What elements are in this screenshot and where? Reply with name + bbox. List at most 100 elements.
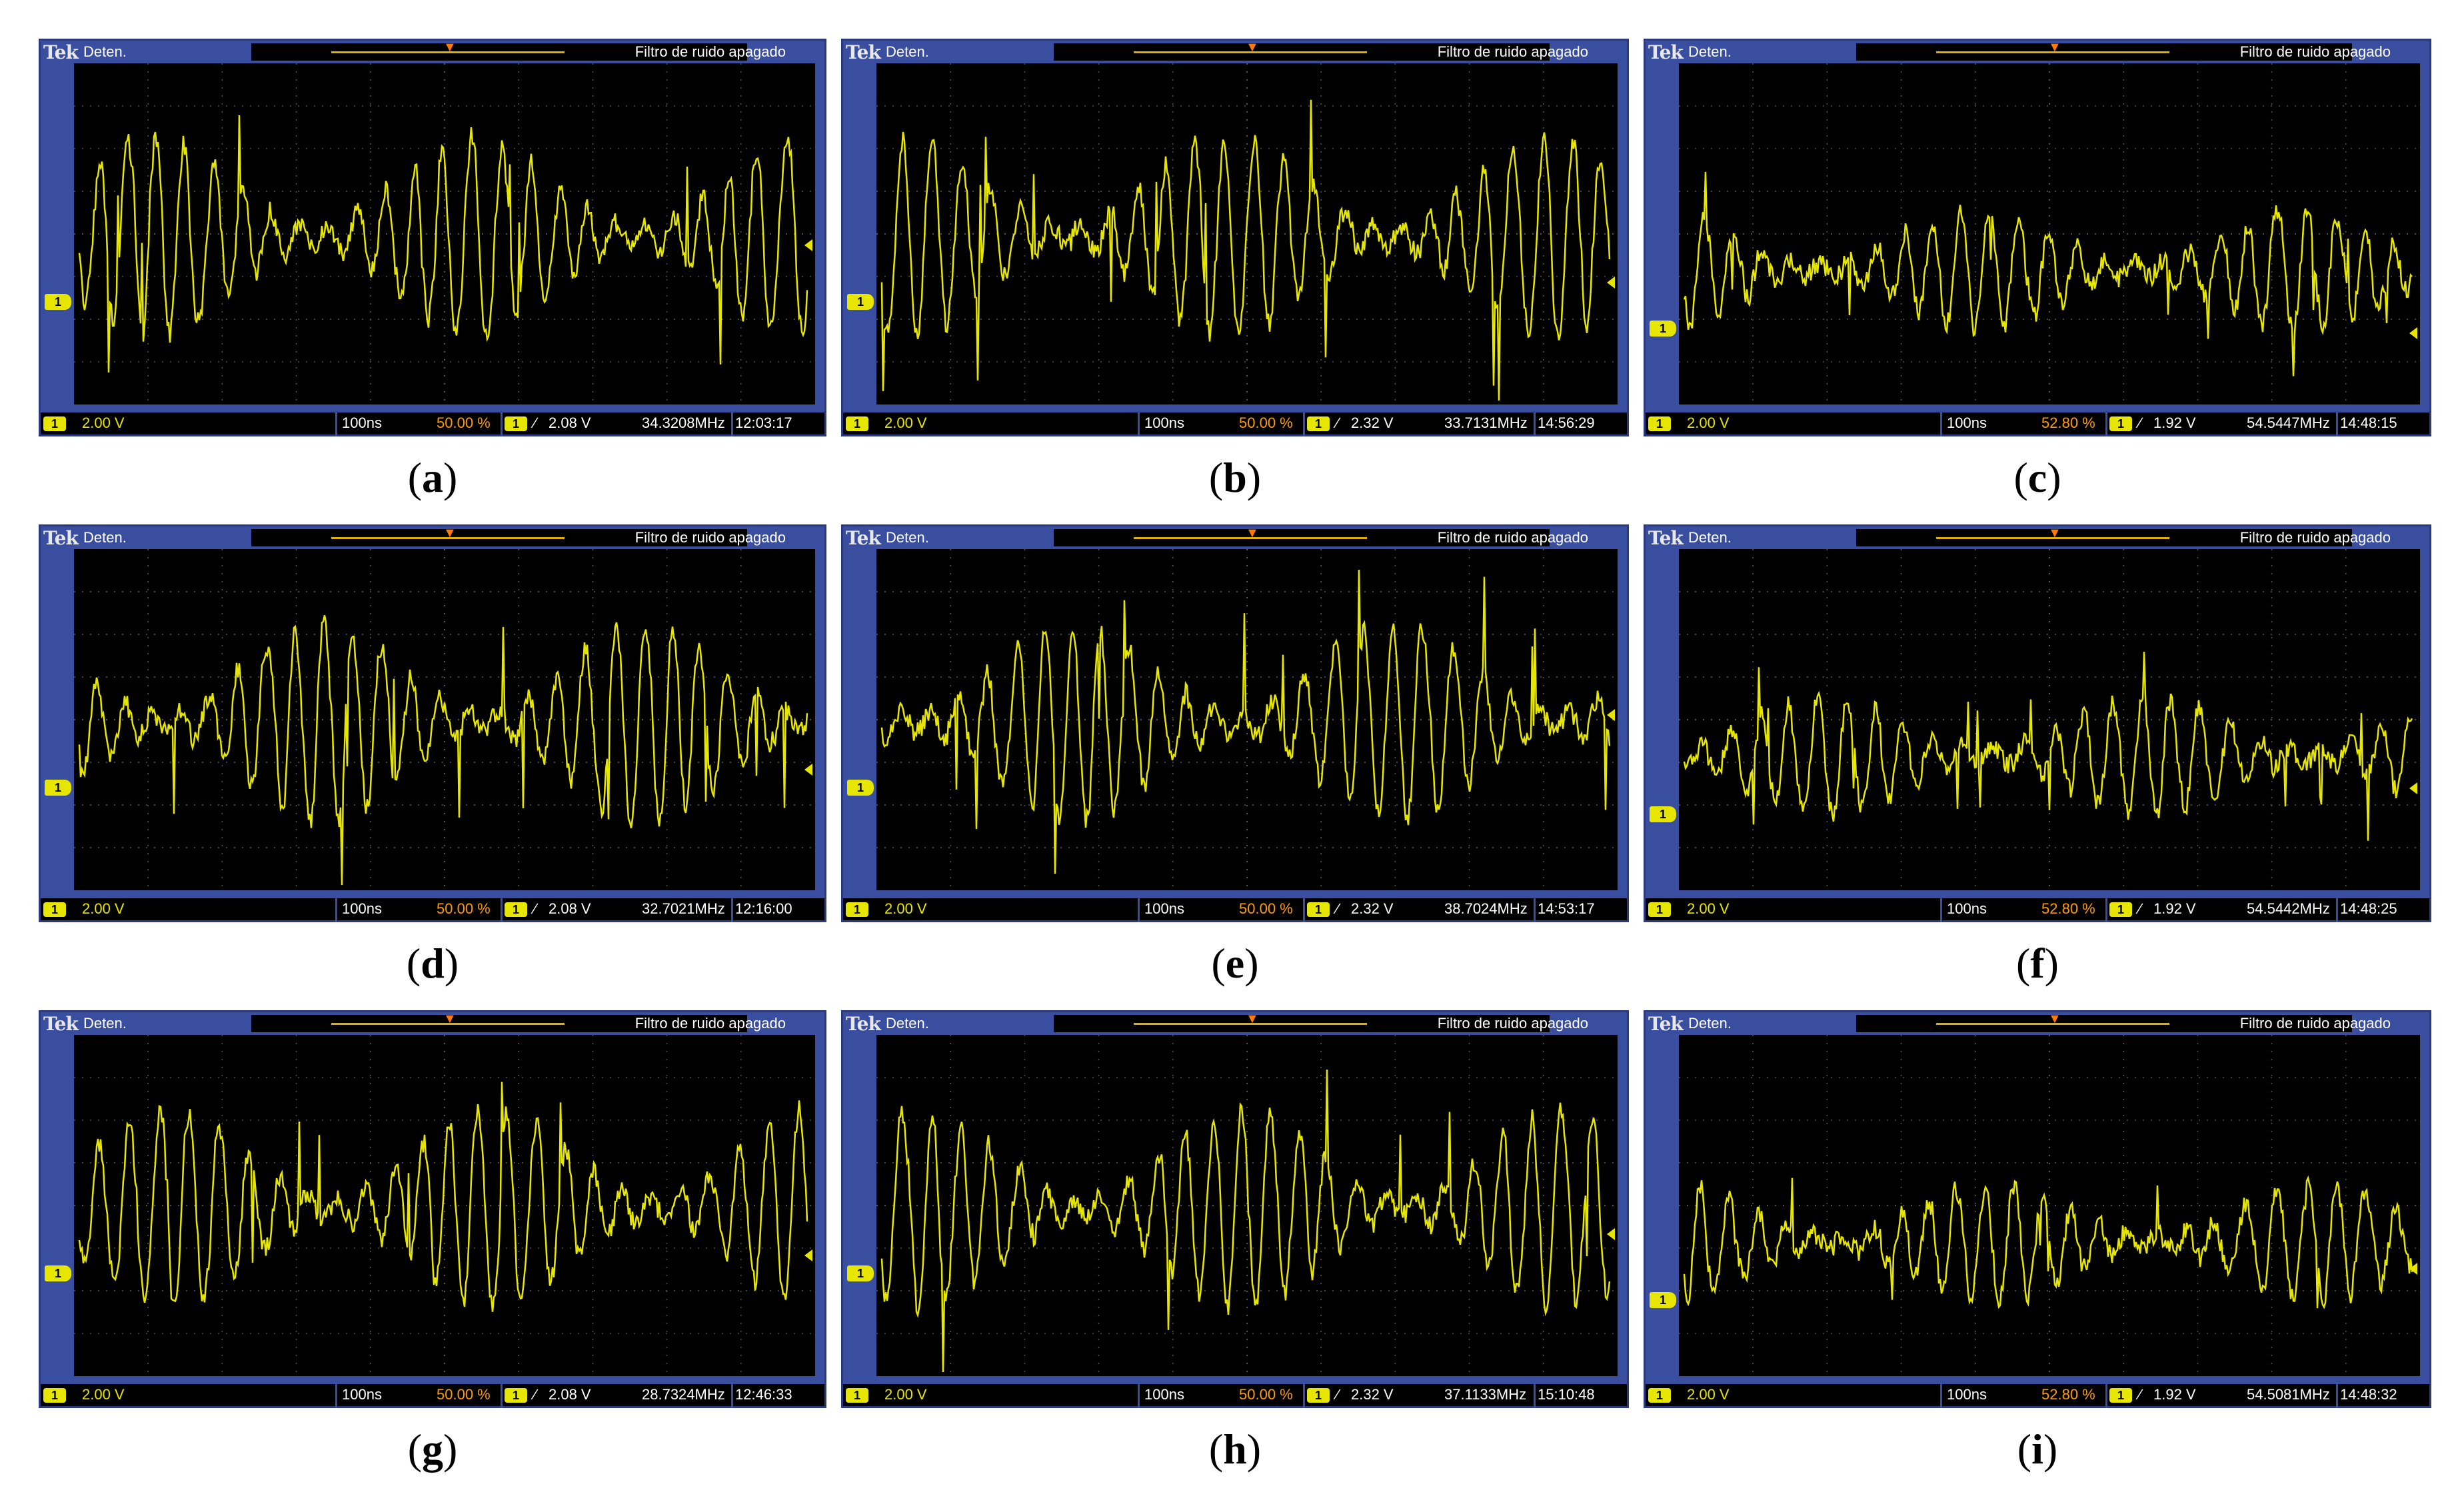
frequency-readout: 38.7024MHz xyxy=(1444,900,1528,917)
trigger-position-icon: ▼ xyxy=(443,40,457,55)
caption-c: (c) xyxy=(2013,454,2061,501)
waveform-display[interactable] xyxy=(1679,1035,2420,1376)
trigger-position-icon: ▼ xyxy=(2048,526,2061,540)
trigger-channel-badge: 1 xyxy=(1307,416,1330,431)
status-bar: Tek Deten. ▼ Filtro de ruido apagado xyxy=(41,41,824,63)
timebase: 100ns xyxy=(1947,900,1987,917)
trigger-position: 50.00 % xyxy=(1239,414,1293,431)
clock-time: 15:10:48 xyxy=(1538,1386,1595,1403)
channel-1-marker-icon: 1 xyxy=(1650,1292,1676,1308)
noise-filter-status: Filtro de ruido apagado xyxy=(1437,1015,1588,1032)
channel-badge: 1 xyxy=(1648,416,1671,431)
frequency-readout: 54.5442MHz xyxy=(2247,900,2330,917)
settings-bar: 1 2.00 V 100ns 52.80 % 1 ∕ 1.92 V 54.508… xyxy=(1646,1382,2429,1408)
settings-bar: 1 2.00 V 100ns 50.00 % 1 ∕ 2.32 V 33.713… xyxy=(843,410,1627,436)
divider xyxy=(1534,898,1536,922)
waveform-display[interactable] xyxy=(876,63,1618,404)
waveform-display[interactable] xyxy=(1679,63,2420,404)
acquisition-state: Deten. xyxy=(1688,43,1732,60)
waveform-display[interactable] xyxy=(876,1035,1618,1376)
timebase: 100ns xyxy=(342,900,382,917)
waveform-display[interactable] xyxy=(74,63,815,404)
trigger-level: 1.92 V xyxy=(2153,414,2196,431)
acquisition-state: Deten. xyxy=(886,529,929,546)
waveform-trace xyxy=(1683,1175,2413,1309)
frequency-readout: 32.7021MHz xyxy=(642,900,725,917)
frequency-readout: 28.7324MHz xyxy=(642,1386,725,1403)
acquisition-state: Deten. xyxy=(1688,1015,1732,1032)
divider xyxy=(731,1384,733,1408)
waveform-svg xyxy=(1679,1035,2420,1376)
trigger-position: 50.00 % xyxy=(1239,1386,1293,1403)
waveform-trace xyxy=(78,1082,808,1312)
waveform-display[interactable] xyxy=(74,549,815,890)
clock-time: 14:48:32 xyxy=(2340,1386,2397,1403)
trigger-position: 50.00 % xyxy=(437,1386,491,1403)
trigger-position-icon: ▼ xyxy=(1246,40,1259,55)
record-view-bar xyxy=(1856,1015,2352,1032)
status-bar: Tek Deten. ▼ Filtro de ruido apagado xyxy=(41,1012,824,1035)
trigger-level: 1.92 V xyxy=(2153,1386,2196,1403)
channel-badge: 1 xyxy=(43,416,66,431)
status-bar: Tek Deten. ▼ Filtro de ruido apagado xyxy=(843,526,1627,549)
trigger-position: 52.80 % xyxy=(2041,900,2095,917)
noise-filter-status: Filtro de ruido apagado xyxy=(2239,43,2391,60)
channel-badge: 1 xyxy=(43,1388,66,1403)
trigger-position-icon: ▼ xyxy=(2048,40,2061,55)
noise-filter-status: Filtro de ruido apagado xyxy=(1437,43,1588,60)
divider xyxy=(731,898,733,922)
waveform-display[interactable] xyxy=(1679,549,2420,890)
caption-d: (d) xyxy=(406,940,459,987)
brand-logo: Tek xyxy=(846,527,881,549)
divider xyxy=(1303,1384,1305,1408)
clock-time: 14:56:29 xyxy=(1538,414,1595,431)
trigger-level-icon xyxy=(804,764,812,776)
vertical-scale: 2.00 V xyxy=(82,1386,125,1403)
timebase: 100ns xyxy=(342,1386,382,1403)
caption-g: (g) xyxy=(407,1425,458,1473)
oscilloscope-panel-a: Tek Deten. ▼ Filtro de ruido apagado 1 1… xyxy=(39,39,826,436)
noise-filter-status: Filtro de ruido apagado xyxy=(1437,529,1588,546)
waveform-svg xyxy=(74,549,815,890)
trigger-level: 2.08 V xyxy=(549,900,591,917)
brand-logo: Tek xyxy=(1648,1013,1684,1035)
oscilloscope-panel-d: Tek Deten. ▼ Filtro de ruido apagado 1 1… xyxy=(39,524,826,922)
settings-bar: 1 2.00 V 100ns 50.00 % 1 ∕ 2.32 V 37.113… xyxy=(843,1382,1627,1408)
caption-letter: b xyxy=(1223,454,1247,501)
waveform-display[interactable] xyxy=(74,1035,815,1376)
record-window-line xyxy=(1134,1023,1367,1025)
trigger-level-icon xyxy=(1607,277,1615,289)
timebase: 100ns xyxy=(1947,1386,1987,1403)
divider xyxy=(1138,1384,1140,1408)
divider xyxy=(2336,1384,2338,1408)
trigger-level: 2.08 V xyxy=(549,1386,591,1403)
divider xyxy=(2105,412,2107,436)
acquisition-state: Deten. xyxy=(1688,529,1732,546)
trigger-slope-icon: ∕ xyxy=(1336,414,1339,431)
brand-logo: Tek xyxy=(43,527,79,549)
noise-filter-status: Filtro de ruido apagado xyxy=(634,529,786,546)
caption-e: (e) xyxy=(1211,940,1259,987)
noise-filter-status: Filtro de ruido apagado xyxy=(634,1015,786,1032)
record-window-line xyxy=(1936,537,2169,539)
divider xyxy=(335,412,337,436)
vertical-scale: 2.00 V xyxy=(884,1386,927,1403)
brand-logo: Tek xyxy=(846,1013,881,1035)
trigger-position: 50.00 % xyxy=(1239,900,1293,917)
divider xyxy=(335,1384,337,1408)
divider xyxy=(335,898,337,922)
trigger-level: 2.32 V xyxy=(1351,900,1394,917)
brand-logo: Tek xyxy=(43,1013,79,1035)
caption-letter: g xyxy=(422,1425,443,1473)
waveform-display[interactable] xyxy=(876,549,1618,890)
channel-badge: 1 xyxy=(1648,1388,1671,1403)
frequency-readout: 34.3208MHz xyxy=(642,414,725,431)
vertical-scale: 2.00 V xyxy=(884,900,927,917)
clock-time: 12:46:33 xyxy=(735,1386,792,1403)
trigger-channel-badge: 1 xyxy=(505,1388,527,1403)
trigger-level-icon xyxy=(1607,709,1615,721)
waveform-svg xyxy=(1679,63,2420,404)
waveform-svg xyxy=(74,63,815,404)
divider xyxy=(1303,412,1305,436)
caption-letter: c xyxy=(2027,454,2047,501)
